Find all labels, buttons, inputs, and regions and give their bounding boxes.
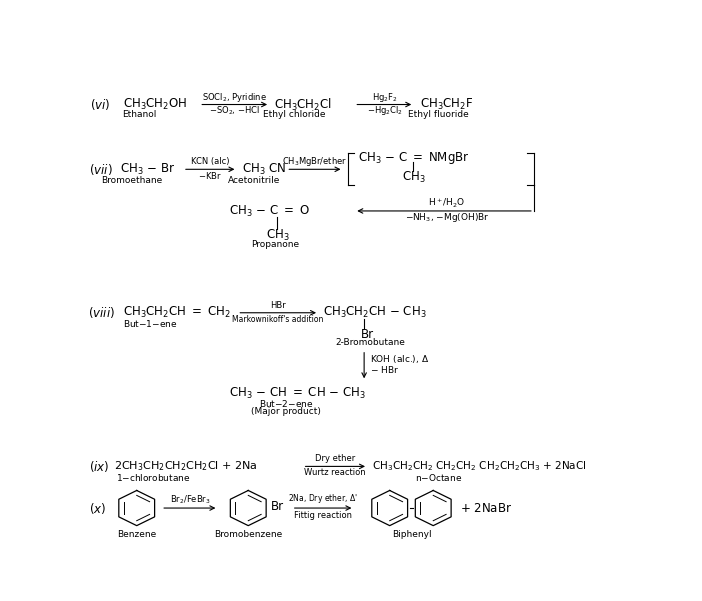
Text: Benzene: Benzene [117,531,157,539]
Text: Ethyl chloride: Ethyl chloride [263,110,326,119]
Text: HBr: HBr [270,301,286,310]
Text: SOCl$_2$, Pyridine: SOCl$_2$, Pyridine [202,91,267,103]
Text: 2Na, Dry ether, $\Delta$': 2Na, Dry ether, $\Delta$' [288,492,358,505]
Text: Ethyl fluoride: Ethyl fluoride [409,110,469,119]
Text: $(viii)$: $(viii)$ [88,305,114,320]
Text: n$-$Octane: n$-$Octane [415,472,462,483]
Text: CH$_3$: CH$_3$ [266,228,290,243]
Text: Wurtz reaction: Wurtz reaction [305,468,366,477]
Text: $(vii)$: $(vii)$ [89,162,112,177]
Text: Ethanol: Ethanol [122,110,157,119]
Text: $+$ 2NaBr: $+$ 2NaBr [461,502,512,514]
Text: 1$-$chlorobutane: 1$-$chlorobutane [116,472,190,483]
Text: $(ix)$: $(ix)$ [89,459,110,474]
Text: $(x)$: $(x)$ [89,501,107,516]
Text: CH$_3$MgBr/ether: CH$_3$MgBr/ether [282,156,347,168]
Text: Biphenyl: Biphenyl [392,531,431,539]
Text: H$^+$/H$_2$O: H$^+$/H$_2$O [428,197,465,210]
Text: Bromoethane: Bromoethane [100,176,162,185]
Text: Propanone: Propanone [251,240,300,249]
Text: CH$_3$ $-$ C $=$ NMgBr: CH$_3$ $-$ C $=$ NMgBr [358,150,470,166]
Text: CH$_3$CH$_2$F: CH$_3$CH$_2$F [420,97,473,112]
Text: Hg$_2$F$_2$: Hg$_2$F$_2$ [373,91,398,103]
Text: $-$Hg$_2$Cl$_2$: $-$Hg$_2$Cl$_2$ [367,105,404,117]
Text: Markownikoff's addition: Markownikoff's addition [232,315,324,324]
Text: CH$_3$CH$_2$CH$_2$ CH$_2$CH$_2$ CH$_2$CH$_2$CH$_3$ $+$ 2NaCl: CH$_3$CH$_2$CH$_2$ CH$_2$CH$_2$ CH$_2$CH… [372,460,586,474]
Text: Dry ether: Dry ether [315,454,355,463]
Text: Bromobenzene: Bromobenzene [214,531,282,539]
Text: Acetonitrile: Acetonitrile [227,176,280,185]
Text: $-$NH$_3$, $-$Mg(OH)Br: $-$NH$_3$, $-$Mg(OH)Br [404,211,489,224]
Text: CH$_3$ $-$ C $=$ O: CH$_3$ $-$ C $=$ O [230,203,310,219]
Text: 2CH$_3$CH$_2$CH$_2$CH$_2$Cl $+$ 2Na: 2CH$_3$CH$_2$CH$_2$CH$_2$Cl $+$ 2Na [114,460,258,474]
Text: CH$_3$CH$_2$Cl: CH$_3$CH$_2$Cl [274,97,332,112]
Text: Br$_2$/FeBr$_3$: Br$_2$/FeBr$_3$ [170,493,211,506]
Text: But$-$1$-$ene: But$-$1$-$ene [123,318,178,329]
Text: CH$_3$ $-$ Br: CH$_3$ $-$ Br [121,162,176,177]
Text: $(vi)$: $(vi)$ [91,97,111,112]
Text: CH$_3$ CN: CH$_3$ CN [241,162,286,177]
Text: $-$KBr: $-$KBr [198,170,222,182]
Text: CH$_3$: CH$_3$ [402,170,426,185]
Text: $-$SO$_2$, $-$HCl: $-$SO$_2$, $-$HCl [209,105,260,117]
Text: CH$_3$CH$_2$CH $=$ CH$_2$: CH$_3$CH$_2$CH $=$ CH$_2$ [123,305,231,320]
Text: Br: Br [361,328,374,341]
Text: But$-$2$-$ene: But$-$2$-$ene [259,398,314,409]
Text: CH$_3$CH$_2$CH $-$ CH$_3$: CH$_3$CH$_2$CH $-$ CH$_3$ [323,305,426,320]
Text: KOH (alc.), $\Delta$: KOH (alc.), $\Delta$ [369,353,429,365]
Text: 2-Bromobutane: 2-Bromobutane [336,338,406,347]
Text: CH$_3$CH$_2$OH: CH$_3$CH$_2$OH [123,97,187,112]
Text: Br: Br [271,500,284,513]
Text: CH$_3$ $-$ CH $=$ CH $-$ CH$_3$: CH$_3$ $-$ CH $=$ CH $-$ CH$_3$ [230,386,366,401]
Text: (Major product): (Major product) [251,407,322,416]
Text: $-$ HBr: $-$ HBr [369,364,399,374]
Text: KCN (alc): KCN (alc) [191,157,230,166]
Text: Fittig reaction: Fittig reaction [293,511,352,520]
